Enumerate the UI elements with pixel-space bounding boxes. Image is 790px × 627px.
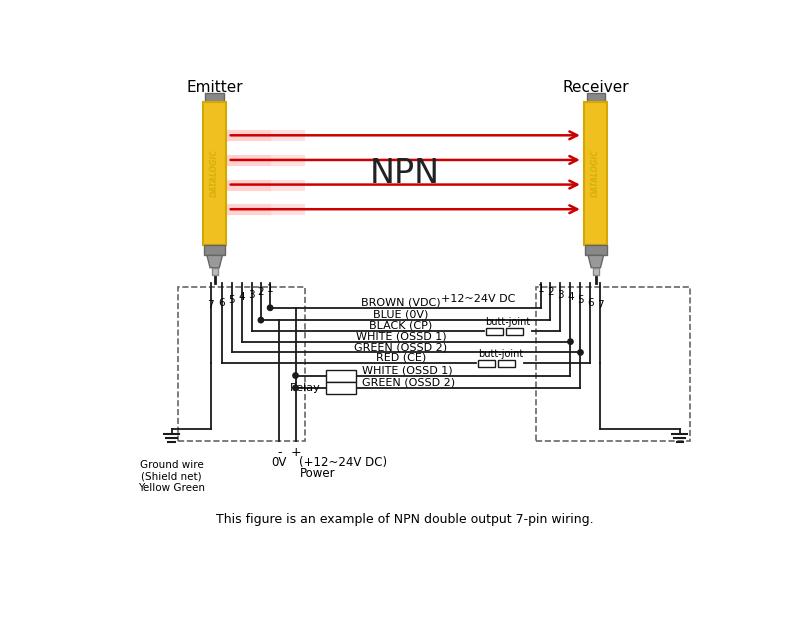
Circle shape: [293, 373, 299, 378]
Text: BLUE (0V): BLUE (0V): [374, 310, 429, 320]
Text: WHITE (OSSD 1): WHITE (OSSD 1): [362, 365, 453, 375]
Circle shape: [568, 339, 573, 344]
Bar: [536, 287, 690, 441]
Text: 2: 2: [547, 287, 554, 297]
Text: 5: 5: [577, 295, 584, 305]
Text: Power: Power: [299, 467, 335, 480]
Bar: [498, 360, 515, 367]
Text: 2: 2: [258, 287, 264, 297]
Bar: [326, 382, 356, 394]
Text: load: load: [329, 371, 352, 381]
Bar: [326, 370, 356, 382]
Text: GREEN (OSSD 2): GREEN (OSSD 2): [355, 342, 448, 352]
Text: -: -: [277, 446, 281, 459]
Circle shape: [293, 385, 299, 391]
Text: BROWN (VDC): BROWN (VDC): [361, 297, 441, 307]
Text: This figure is an example of NPN double output 7-pin wiring.: This figure is an example of NPN double …: [216, 513, 594, 526]
Text: 0V: 0V: [272, 456, 287, 469]
Text: NPN: NPN: [370, 157, 440, 191]
Circle shape: [268, 305, 273, 310]
Text: 6: 6: [587, 298, 594, 308]
Text: Relay: Relay: [289, 383, 320, 393]
Text: (+12~24V DC): (+12~24V DC): [299, 456, 388, 469]
Text: 7: 7: [208, 300, 214, 310]
Bar: [486, 328, 502, 335]
Polygon shape: [207, 255, 223, 268]
Text: +12~24V DC: +12~24V DC: [441, 293, 515, 303]
Text: 6: 6: [218, 298, 225, 308]
Text: +: +: [290, 446, 301, 459]
Text: load: load: [329, 383, 352, 393]
Bar: [204, 245, 225, 255]
Bar: [212, 268, 218, 275]
Bar: [478, 360, 495, 367]
Text: Emitter: Emitter: [186, 80, 243, 95]
Text: 7: 7: [597, 300, 604, 310]
Text: WHITE (OSSD 1): WHITE (OSSD 1): [356, 331, 446, 341]
Bar: [585, 102, 608, 245]
Bar: [585, 245, 607, 255]
Bar: [203, 102, 226, 245]
Text: RED (CE): RED (CE): [376, 353, 426, 363]
Text: 4: 4: [239, 292, 245, 302]
Text: 1: 1: [538, 284, 544, 294]
Text: DATALOGIC: DATALOGIC: [592, 149, 600, 197]
Circle shape: [577, 350, 583, 355]
Text: DATALOGIC: DATALOGIC: [210, 149, 219, 197]
Text: 5: 5: [228, 295, 235, 305]
Text: butt-joint: butt-joint: [485, 317, 531, 327]
Polygon shape: [588, 255, 604, 268]
Text: 1: 1: [267, 284, 273, 294]
Text: 3: 3: [248, 290, 255, 300]
Bar: [178, 287, 305, 441]
Text: Receiver: Receiver: [562, 80, 629, 95]
Bar: [205, 93, 224, 103]
Bar: [587, 93, 605, 103]
Text: butt-joint: butt-joint: [478, 349, 523, 359]
Text: 3: 3: [557, 290, 564, 300]
Text: 4: 4: [567, 292, 574, 302]
Circle shape: [258, 317, 264, 323]
Bar: [592, 268, 599, 275]
Text: BLACK (CP): BLACK (CP): [370, 320, 433, 330]
Text: GREEN (OSSD 2): GREEN (OSSD 2): [362, 377, 455, 387]
Text: Ground wire
(Shield net)
Yellow Green: Ground wire (Shield net) Yellow Green: [138, 460, 205, 493]
Bar: [506, 328, 523, 335]
